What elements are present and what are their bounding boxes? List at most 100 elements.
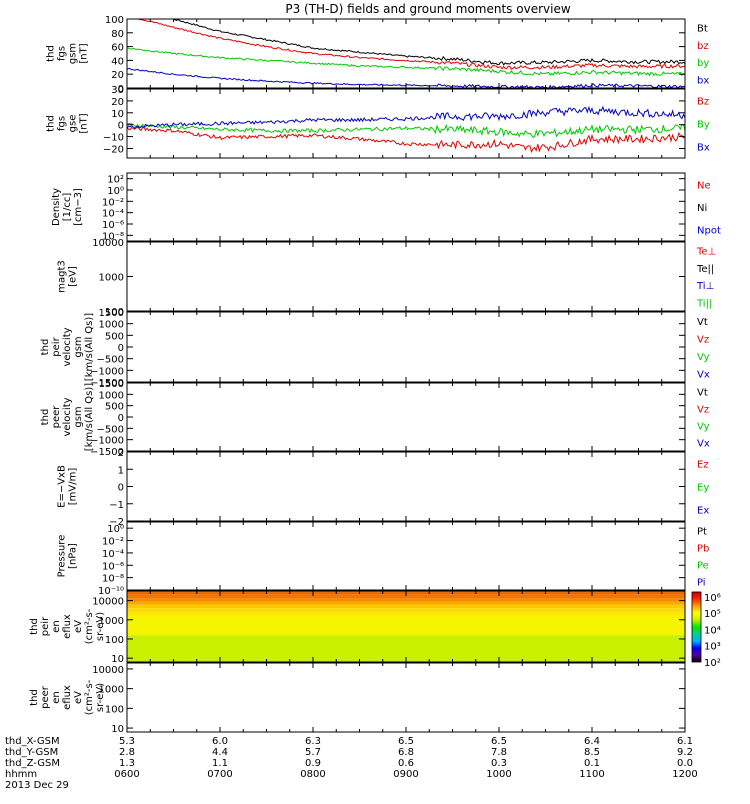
y-axis-label: thd [46, 115, 57, 132]
series-line-bz [136, 19, 685, 70]
y-tick-label: −10 [103, 133, 124, 144]
y-tick-label: 10⁻⁴ [102, 549, 124, 560]
y-tick-label: −2 [109, 517, 124, 528]
y-tick-label: 1500 [99, 308, 124, 319]
legend-entry: Te⊥ [696, 247, 716, 258]
legend-entry: Vy [697, 352, 710, 363]
y-axis-label: fgs [57, 116, 68, 131]
legend-entry: Ez [697, 460, 709, 471]
y-tick-label: 100 [105, 307, 124, 318]
x-tick-label: 0.3 [491, 758, 507, 769]
y-tick-label: 20 [111, 70, 124, 81]
y-tick-label: 30 [111, 85, 124, 96]
y-axis-label: peer [51, 405, 62, 429]
y-tick-label: −500 [97, 424, 124, 435]
y-tick-label: 1000 [99, 320, 124, 331]
spectrogram-band [127, 612, 685, 616]
legend-entry: Ey [697, 483, 709, 494]
y-axis-label: [1/cc] [62, 193, 73, 222]
y-tick-label: 500 [105, 402, 124, 413]
date-label: 2013 Dec 29 [5, 780, 69, 791]
y-tick-label: 10000 [92, 597, 124, 608]
legend-entry: Npot [697, 226, 721, 237]
spectrogram-band [127, 608, 685, 613]
y-tick-label: 10⁻⁸ [102, 574, 124, 585]
y-axis-label: peer [40, 685, 51, 709]
legend-entry: Bz [697, 97, 709, 108]
legend-entry: Vy [697, 422, 710, 433]
x-tick-label: 6.1 [677, 736, 693, 747]
legend-entry: Bt [697, 24, 708, 35]
y-tick-label: 1000 [99, 685, 124, 696]
panel-frame [126, 88, 686, 159]
y-tick-label: 0 [118, 84, 124, 95]
x-tick-label: 4.4 [212, 747, 228, 758]
y-tick-label: 10⁻⁸ [102, 231, 124, 242]
x-tick-label: 5.3 [119, 736, 135, 747]
colorbar-tick-label: 10⁵ [704, 609, 721, 620]
y-axis-label: gsm [68, 43, 79, 64]
y-tick-label: 10 [111, 724, 124, 735]
y-axis-label: [cm−3] [73, 188, 84, 226]
y-axis-label: gsm [73, 406, 84, 427]
y-tick-label: 10⁻⁶ [102, 220, 124, 231]
x-tick-label: 0.9 [305, 758, 321, 769]
y-tick-label: 1 [118, 465, 124, 476]
panel-frame [126, 172, 686, 242]
y-tick-label: 10⁻² [102, 537, 124, 548]
x-tick-label: 9.2 [677, 747, 693, 758]
x-tick-label: 0900 [393, 769, 418, 780]
legend-entry: Vx [697, 439, 710, 450]
y-axis-label: [mV/m] [68, 468, 79, 506]
y-axis-label: gsm [73, 336, 84, 357]
legend-entry: bz [697, 41, 709, 52]
legend-entry: by [697, 58, 709, 69]
x-tick-label: 1.3 [119, 758, 135, 769]
legend-entry: Ti⊥ [696, 281, 714, 292]
y-axis-label: sr-eV) [95, 612, 106, 641]
x-tick-label: 2.8 [119, 747, 135, 758]
legend-entry: Vt [697, 388, 708, 399]
y-tick-label: −1 [109, 500, 124, 511]
x-row-label: hhmm [5, 769, 37, 780]
y-tick-label: −500 [97, 355, 124, 366]
y-tick-label: 10⁰ [107, 186, 124, 197]
y-axis-label: en [51, 691, 62, 704]
x-tick-label: 6.8 [398, 747, 414, 758]
y-axis-label: peir [40, 616, 51, 636]
y-axis-label: velocity [62, 397, 73, 436]
panel-frame [126, 382, 686, 452]
panel-efield: −2 −1 0 1 2 E=−VxB [mV/m] Ez Ey Ex [57, 448, 710, 528]
panel-frame [126, 311, 686, 383]
y-axis-label: Pressure [57, 535, 68, 578]
y-tick-label: 10000 [92, 665, 124, 676]
panel-pressure: 10⁰ 10⁻²10⁻⁴10⁻⁶ 10⁻⁸10⁻¹⁰ Pressure [nPa] Pt P… [57, 521, 709, 597]
panel-frame [126, 521, 686, 591]
figure-title: P3 (TH-D) fields and ground moments over… [285, 2, 570, 16]
legend-entry: Ni [697, 203, 707, 214]
legend-entry: Bx [697, 143, 710, 154]
series-line-Bz [127, 126, 685, 154]
series-line-By [127, 122, 685, 139]
legend-entry: Pi [697, 578, 706, 589]
legend-entry: Vz [697, 405, 709, 416]
panel-frame [126, 241, 686, 312]
legend-entry: Ti|| [696, 298, 712, 309]
x-tick-label: 1000 [486, 769, 511, 780]
x-tick-label: 7.8 [491, 747, 507, 758]
x-tick-label: 0600 [114, 769, 139, 780]
y-tick-label: 0 [118, 483, 124, 494]
spectrogram-band [127, 615, 685, 636]
legend-entry: Vx [697, 369, 710, 380]
y-tick-label: 10000 [92, 238, 124, 249]
panel-peer-eflux: 10000 1000 100 10 thd peer en eflux eV (cm²-s-sr-… [29, 662, 686, 735]
x-tick-label: 0700 [207, 769, 232, 780]
y-axis-label: eflux [62, 685, 73, 710]
legend-entry: Pt [697, 527, 707, 538]
y-tick-label: 1000 [99, 390, 124, 401]
y-axis-label: (cm²-s- [84, 608, 95, 644]
